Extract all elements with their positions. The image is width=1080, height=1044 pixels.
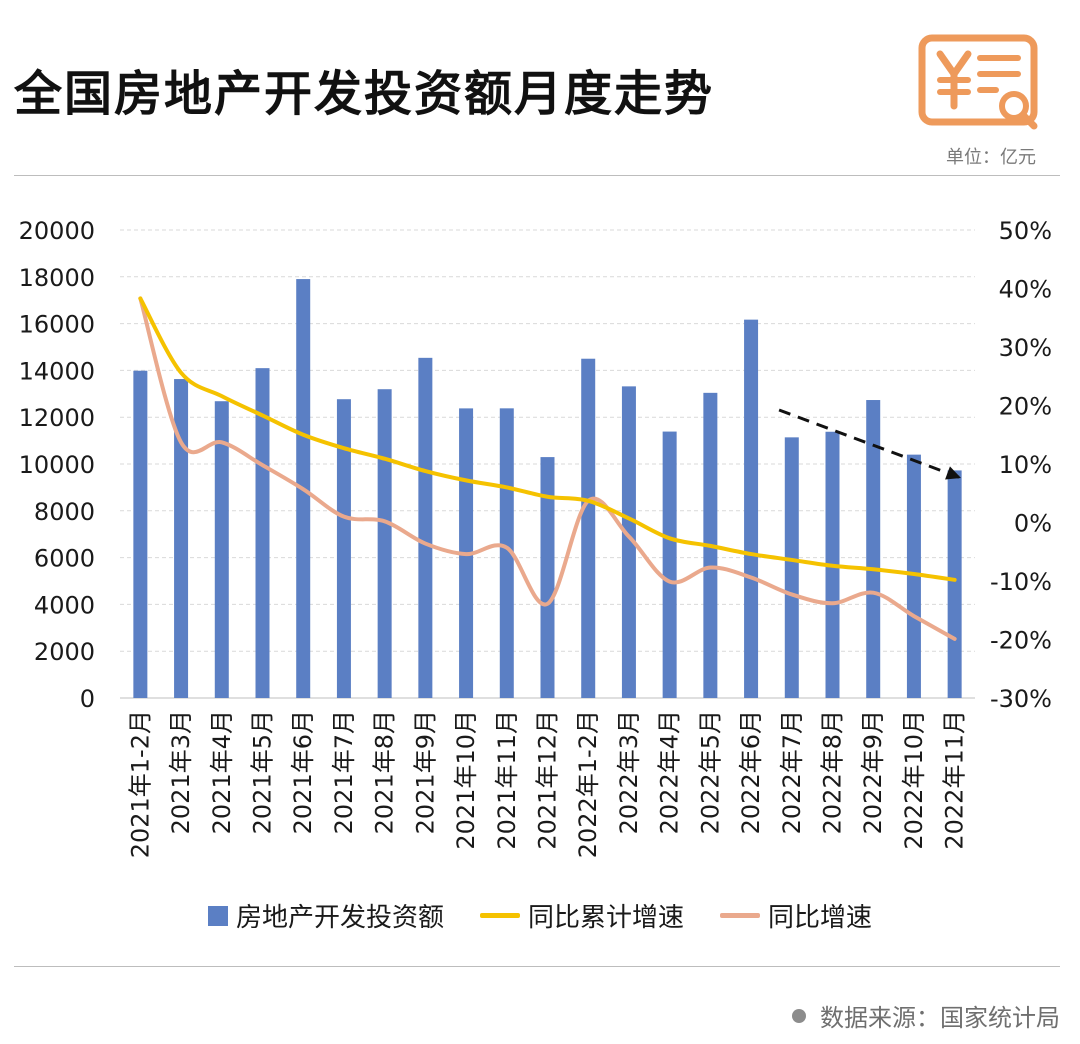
legend-swatch-cumulative <box>479 913 520 918</box>
chart-legend: 房地产开发投资额 同比累计增速 同比增速 <box>0 897 1080 934</box>
series-line-yoy <box>138 296 957 641</box>
legend-item-investment: 房地产开发投资额 <box>207 897 444 934</box>
trend-arrow-line <box>778 408 962 480</box>
y-left-tick-label: 14000 <box>19 357 95 385</box>
y-left-tick-label: 20000 <box>19 217 95 245</box>
bar <box>418 357 433 698</box>
legend-label-investment: 房地产开发投资额 <box>235 903 444 933</box>
y-right-tick-label: 0% <box>1014 510 1052 538</box>
x-tick-label: 2022年3月 <box>615 710 643 834</box>
legend-item-cumulative: 同比累计增速 <box>479 897 684 934</box>
trend-arrow-head <box>945 466 961 480</box>
bar <box>540 457 555 698</box>
y-left-tick-label: 4000 <box>34 591 95 619</box>
yuan-document-search-icon <box>918 34 1038 130</box>
source-label: 数据来源：国家统计局 <box>820 1004 1060 1032</box>
x-tick-label: 2021年8月 <box>371 710 399 834</box>
y-left-tick-label: 6000 <box>34 545 95 573</box>
x-tick-label: 2022年4月 <box>656 710 684 834</box>
x-tick-label: 2022年7月 <box>778 710 806 834</box>
y-left-tick-label: 16000 <box>19 311 95 339</box>
x-tick-label: 2021年7月 <box>330 710 358 834</box>
bar <box>744 319 759 698</box>
y-right-tick-label: -20% <box>990 627 1052 655</box>
x-tick-label: 2021年1-2月 <box>126 710 154 858</box>
top-divider <box>14 175 1060 176</box>
y-left-tick-label: 10000 <box>19 451 95 479</box>
x-tick-label: 2022年5月 <box>696 710 724 834</box>
bar <box>784 437 799 698</box>
bar <box>214 401 229 698</box>
page-title: 全国房地产开发投资额月度走势 <box>14 66 715 122</box>
bar <box>255 368 270 698</box>
bar <box>906 454 921 698</box>
investment-chart: 0 2000 4000 6000 8000 10000 12000 14000 16000 180… <box>19 217 1052 858</box>
y-right-tick-label: -30% <box>990 685 1052 713</box>
data-source: 数据来源：国家统计局 <box>792 998 1060 1033</box>
x-tick-label: 2022年11月 <box>941 710 969 850</box>
legend-item-yoy: 同比增速 <box>720 897 872 934</box>
y-right-tick-label: 30% <box>999 334 1052 362</box>
x-tick-label: 2022年8月 <box>819 710 847 834</box>
bar <box>133 370 148 698</box>
x-tick-label: 2021年3月 <box>167 710 195 834</box>
legend-label-cumulative: 同比累计增速 <box>527 903 684 933</box>
series-line-cumulative <box>138 296 957 582</box>
bar <box>174 379 189 698</box>
bar <box>377 389 392 698</box>
legend-label-yoy: 同比增速 <box>768 903 873 933</box>
bullet-icon <box>792 1008 806 1023</box>
bottom-divider <box>14 966 1060 967</box>
y-left-tick-label: 12000 <box>19 404 95 432</box>
bar <box>621 386 636 698</box>
x-tick-label: 2021年11月 <box>493 710 521 850</box>
bar <box>662 431 677 698</box>
y-right-tick-label: 20% <box>999 393 1052 421</box>
y-right-tick-label: 50% <box>999 217 1052 245</box>
bar <box>499 408 514 698</box>
x-tick-label: 2021年12月 <box>534 710 562 850</box>
x-tick-label: 2022年1-2月 <box>574 710 602 858</box>
x-tick-label: 2021年10月 <box>452 710 480 850</box>
x-tick-label: 2022年9月 <box>859 710 887 834</box>
bar <box>336 399 351 698</box>
legend-swatch-bar <box>207 905 228 926</box>
bar <box>581 358 596 698</box>
x-tick-label: 2021年5月 <box>249 710 277 834</box>
x-tick-label: 2021年4月 <box>208 710 236 834</box>
y-left-tick-label: 18000 <box>19 264 95 292</box>
x-tick-label: 2021年9月 <box>411 710 439 834</box>
y-left-tick-label: 2000 <box>34 638 95 666</box>
bar <box>947 470 962 698</box>
y-right-tick-label: 10% <box>999 451 1052 479</box>
y-right-tick-label: 40% <box>999 276 1052 304</box>
bar <box>866 400 881 698</box>
y-left-tick-label: 0 <box>80 685 95 713</box>
y-left-tick-label: 8000 <box>34 498 95 526</box>
x-tick-label: 2022年6月 <box>737 710 765 834</box>
legend-swatch-yoy <box>720 913 760 918</box>
x-tick-label: 2021年6月 <box>289 710 317 834</box>
x-tick-label: 2022年10月 <box>900 710 928 850</box>
unit-label: 单位：亿元 <box>946 147 1036 168</box>
y-right-tick-label: -10% <box>990 568 1052 596</box>
